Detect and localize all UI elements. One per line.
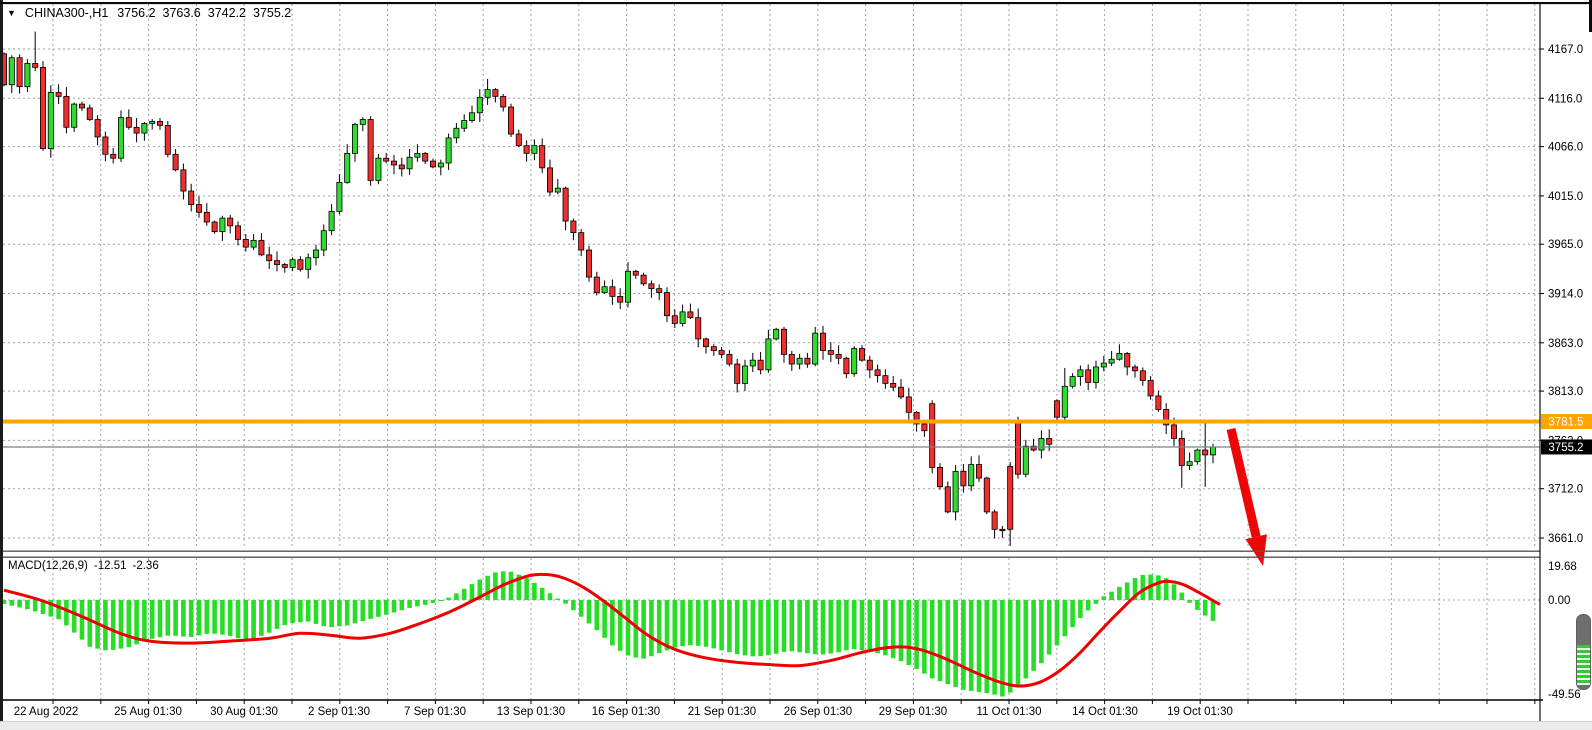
symbol-period-label: CHINA300-,H1	[24, 6, 109, 20]
svg-text:11 Oct 01:30: 11 Oct 01:30	[977, 706, 1042, 718]
svg-text:3863.0: 3863.0	[1548, 338, 1583, 350]
ohlc-high: 3763.6	[162, 6, 201, 20]
bid-price-tag: 3755.2	[1541, 439, 1592, 455]
svg-text:22 Aug 2022: 22 Aug 2022	[14, 706, 79, 718]
chart-title: ▼ CHINA300-,H1 3756.2 3763.6 3742.2 3755…	[7, 6, 291, 20]
chevron-down-icon[interactable]: ▼	[7, 8, 16, 18]
svg-text:3914.0: 3914.0	[1548, 288, 1583, 300]
svg-text:30 Aug 01:30: 30 Aug 01:30	[210, 706, 278, 718]
svg-text:16 Sep 01:30: 16 Sep 01:30	[592, 706, 660, 718]
svg-text:13 Sep 01:30: 13 Sep 01:30	[497, 706, 565, 718]
svg-text:3712.0: 3712.0	[1548, 484, 1583, 496]
svg-text:4116.0: 4116.0	[1548, 93, 1582, 105]
time-axis-labels[interactable]: 22 Aug 2022 25 Aug 01:30 30 Aug 01:30 2 Sep…	[14, 706, 1233, 718]
horizontal-level-line[interactable]	[3, 419, 1540, 424]
svg-text:14 Oct 01:30: 14 Oct 01:30	[1072, 706, 1138, 718]
svg-text:3965.0: 3965.0	[1548, 239, 1583, 251]
svg-text:19 Oct 01:30: 19 Oct 01:30	[1167, 706, 1233, 718]
trend-arrow	[1226, 427, 1267, 566]
svg-text:2 Sep 01:30: 2 Sep 01:30	[308, 706, 370, 718]
ohlc-open: 3756.2	[117, 6, 156, 20]
window-top-edge	[0, 2, 1592, 4]
window-right-edge	[1589, 0, 1592, 32]
svg-text:-49.56: -49.56	[1548, 689, 1581, 701]
svg-text:3661.0: 3661.0	[1548, 533, 1583, 545]
ohlc-close: 3755.2	[253, 6, 292, 20]
svg-text:29 Sep 01:30: 29 Sep 01:30	[879, 706, 947, 718]
macd-main-value: -12.51	[93, 560, 127, 572]
bottom-status-strip	[0, 721, 1592, 730]
price-axis-labels[interactable]: 4167.0 4116.0 4066.0 4015.0 3965.0 3914.0 3863…	[1540, 44, 1583, 545]
svg-text:4066.0: 4066.0	[1548, 142, 1583, 154]
svg-text:3755.2: 3755.2	[1548, 442, 1583, 454]
ohlc-low: 3742.2	[207, 6, 246, 20]
svg-text:25 Aug 01:30: 25 Aug 01:30	[114, 706, 182, 718]
grid-lines	[3, 4, 1540, 699]
scroll-indicator-thumb[interactable]	[1576, 614, 1591, 690]
macd-histogram	[1, 571, 1216, 697]
window-left-edge	[0, 0, 3, 730]
svg-text:4015.0: 4015.0	[1548, 191, 1583, 203]
svg-text:21 Sep 01:30: 21 Sep 01:30	[688, 706, 756, 718]
svg-text:7 Sep 01:30: 7 Sep 01:30	[404, 706, 466, 718]
time-axis-ticks	[52, 700, 1536, 704]
macd-signal-value: -2.36	[132, 560, 159, 572]
macd-name: MACD(12,26,9)	[8, 560, 88, 572]
svg-text:4167.0: 4167.0	[1548, 44, 1583, 56]
macd-axis-labels[interactable]: 19.68 0.00 -49.56	[1548, 561, 1581, 701]
macd-indicator-label: MACD(12,26,9) -12.51 -2.36	[8, 560, 159, 572]
orange-level-price-tag: 3781.5	[1541, 414, 1592, 430]
svg-text:26 Sep 01:30: 26 Sep 01:30	[784, 706, 852, 718]
scroll-indicator-stripes	[1577, 645, 1590, 685]
candles	[0, 31, 1217, 546]
macd-signal-line	[3, 572, 1221, 688]
svg-text:0.00: 0.00	[1548, 595, 1570, 607]
svg-text:3813.0: 3813.0	[1548, 386, 1583, 398]
svg-text:3781.5: 3781.5	[1548, 417, 1583, 429]
svg-text:19.68: 19.68	[1548, 561, 1577, 573]
